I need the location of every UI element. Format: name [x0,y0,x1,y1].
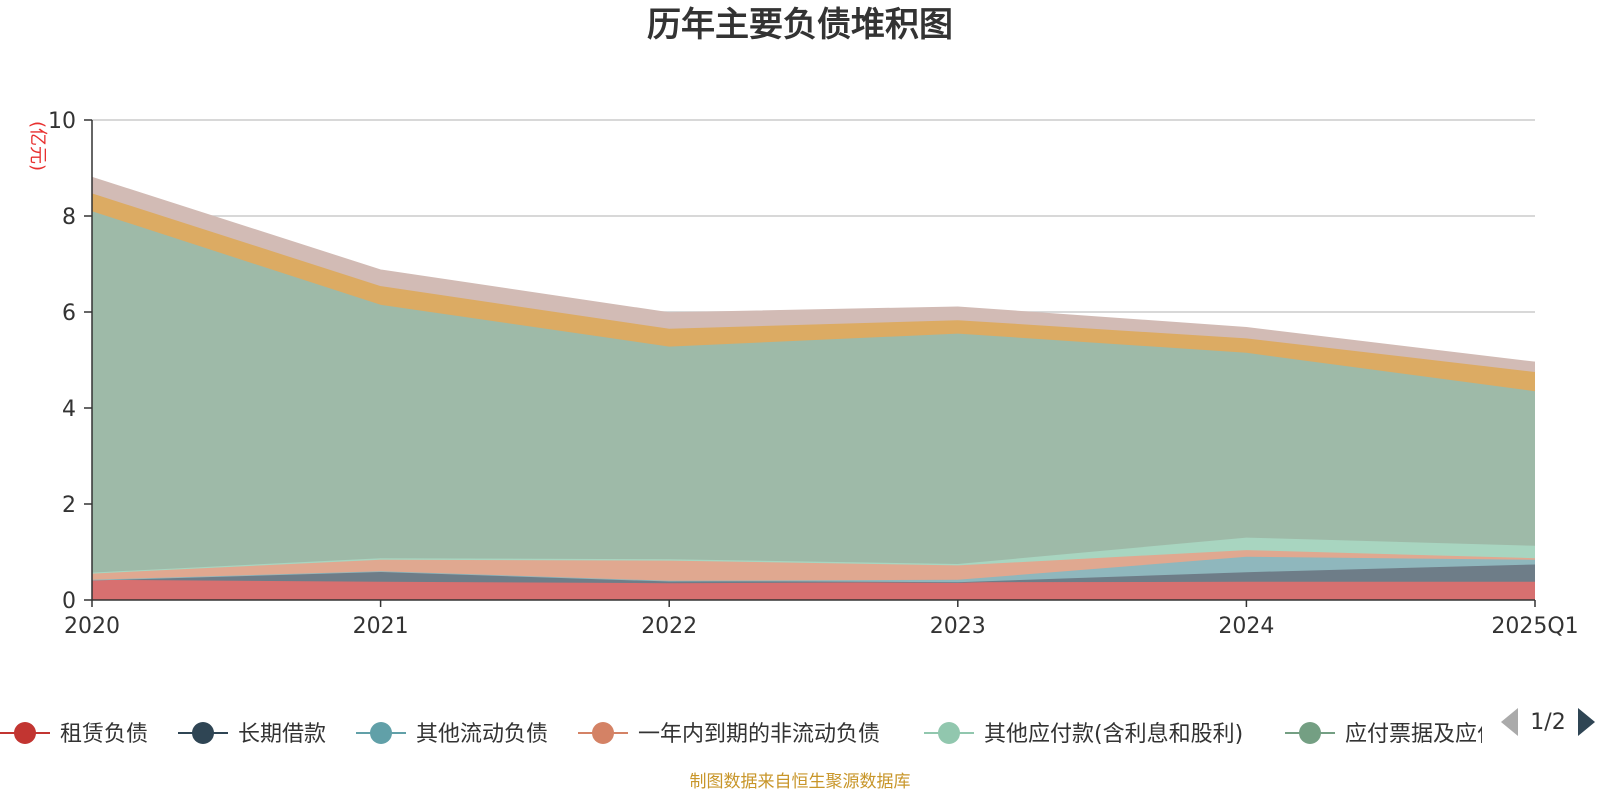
legend-circle-icon [192,722,214,744]
y-tick-label: 2 [62,493,76,518]
legend: 租赁负债 长期借款 其他流动负债 一年内到期的非流动负债 其他应付款(含利息和股利) 应付… [0,722,1543,747]
legend-item-3[interactable]: 一年内到期的非流动负债 [578,722,880,747]
legend-item-2[interactable]: 其他流动负债 [356,722,548,747]
legend-label: 其他应付款(含利息和股利) [984,722,1243,747]
legend-item-4[interactable]: 其他应付款(含利息和股利) [924,722,1243,747]
x-tick-label: 2020 [64,614,120,639]
legend-item-1[interactable]: 长期借款 [178,722,326,747]
legend-next-page-icon[interactable] [1578,708,1595,736]
area-series-1[interactable] [92,564,1535,584]
legend-circle-icon [14,722,36,744]
legend-prev-page-icon[interactable] [1501,708,1518,736]
legend-circle-icon [370,722,392,744]
legend-pager: 1/2 [1501,708,1595,736]
x-tick-label: 2025Q1 [1491,614,1578,639]
area-series-6[interactable] [92,193,1535,392]
area-series-5[interactable] [92,211,1535,573]
area-series-edge-7 [91,176,1536,364]
y-tick-label: 8 [62,205,76,230]
legend-label: 长期借款 [238,722,326,747]
chart-title: 历年主要负债堆积图 [647,5,953,45]
area-series-4[interactable] [92,537,1535,574]
legend-circle-icon [592,722,614,744]
data-source-note: 制图数据来自恒生聚源数据库 [690,772,911,792]
axes: 0 2 4 6 8 10 2020 2021 2022 2023 2024 2025Q1 [48,109,1579,639]
legend-label: 租赁负债 [60,722,148,747]
legend-circle-icon [938,722,960,744]
x-tick-label: 2024 [1218,614,1274,639]
area-series-3[interactable] [92,550,1535,581]
y-tick-label: 6 [62,301,76,326]
y-tick-label: 4 [62,397,76,422]
y-tick-label: 0 [62,589,76,614]
x-tick-label: 2023 [930,614,986,639]
x-tick-label: 2021 [353,614,409,639]
y-axis-unit-label: (亿元) [27,121,48,171]
legend-label: 一年内到期的非流动负债 [638,722,880,747]
legend-item-0[interactable]: 租赁负债 [0,722,148,747]
legend-page-indicator: 1/2 [1530,710,1565,735]
area-series-layer [91,176,1536,600]
area-series-0[interactable] [92,579,1535,600]
legend-circle-icon [1299,722,1321,744]
x-tick-label: 2022 [641,614,697,639]
legend-label: 其他流动负债 [416,722,548,747]
legend-label: 应付票据及应付账款 [1345,722,1543,747]
y-tick-label: 10 [48,109,76,134]
legend-item-5[interactable]: 应付票据及应付账款 [1285,722,1543,747]
